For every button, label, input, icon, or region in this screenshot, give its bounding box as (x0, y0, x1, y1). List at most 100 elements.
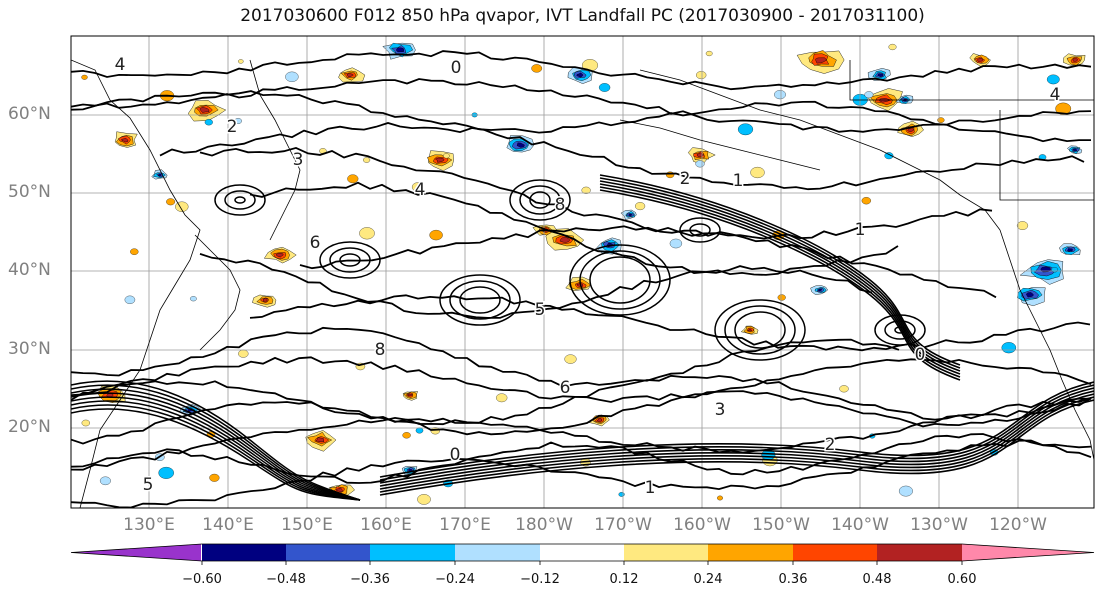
colorbar-tick-label: 0.24 (693, 572, 723, 587)
contour-loop (529, 191, 551, 209)
anomaly-speck (285, 71, 299, 82)
anomaly-speck (705, 50, 713, 57)
lon-label: 180°W (515, 515, 573, 535)
contour-labels: 0 1 2 3 4 5 6 8 0 1 2 4 6 8 3 1 0 2 5 4 (113, 54, 1062, 500)
contour-loop (224, 190, 256, 210)
contour-line (599, 183, 961, 375)
contour-label: 2 (680, 169, 691, 189)
coastline-kamchatka (249, 59, 301, 241)
contour-label: 0 (450, 445, 461, 465)
anomaly-patch (506, 135, 535, 153)
lon-label: 130°E (123, 515, 175, 535)
anomaly-speck (81, 419, 90, 427)
anomaly-speck (564, 354, 577, 364)
lat-label: 20°N (8, 417, 51, 437)
anomaly-speck (695, 160, 705, 168)
anomaly-speck (234, 118, 242, 124)
contour-loop (579, 250, 661, 310)
anomaly-patch (1063, 53, 1086, 66)
lat-label: 40°N (8, 260, 51, 280)
contour-line (71, 388, 361, 501)
colorbar-segment (624, 544, 708, 561)
contour-line (599, 186, 961, 378)
contour-loop (449, 280, 511, 320)
contour-line (71, 390, 1092, 445)
contour-loop (319, 241, 381, 279)
anomaly-patch (252, 294, 277, 308)
colorbar-segment (877, 544, 962, 561)
lon-label: 170°E (439, 515, 491, 535)
contour-loop (689, 223, 711, 237)
anomaly-speck (665, 171, 675, 179)
contour-line (71, 50, 1092, 91)
contour-loop (734, 311, 786, 349)
contour-line (159, 122, 1085, 191)
contour-label: 0 (915, 345, 926, 365)
contour-line (71, 384, 361, 501)
colorbar-tick-label: 0.48 (862, 572, 892, 587)
coastline-japan (194, 234, 241, 351)
map-background (71, 36, 1094, 508)
anomaly-speck (618, 492, 625, 497)
anomaly-speck (669, 238, 683, 249)
contour-label: 3 (293, 150, 304, 170)
anomaly-speck (363, 157, 371, 163)
contour-loop (329, 247, 371, 273)
anomaly-patch (1019, 259, 1064, 285)
contour-line (379, 384, 1094, 481)
coastline-asia (71, 59, 201, 508)
anomaly-speck (411, 182, 424, 192)
anomaly-speck (130, 248, 139, 255)
anomaly-speck (1051, 267, 1058, 273)
colorbar-tick-label: −0.48 (266, 572, 306, 587)
anomaly-patch (1067, 145, 1083, 155)
lon-label: 150°W (752, 515, 810, 535)
contour-loop (589, 256, 651, 304)
anomaly-speck (417, 494, 431, 505)
contour-line (71, 404, 361, 501)
contour-label: 3 (715, 400, 726, 420)
lat-label: 30°N (8, 339, 51, 359)
lon-label: 120°W (989, 515, 1047, 535)
anomaly-patch (567, 67, 593, 84)
anomaly-speck (861, 197, 871, 205)
anomaly-speck (415, 427, 424, 434)
anomaly-speck (531, 64, 543, 73)
contour-loop (724, 305, 796, 355)
contour-label: 1 (733, 171, 744, 191)
lon-label: 160°E (360, 515, 412, 535)
anomaly-patch (402, 391, 418, 401)
contour-label: 8 (555, 195, 566, 215)
contour-loop (509, 179, 571, 221)
contour-line (71, 90, 1091, 143)
contour-loop (714, 299, 806, 361)
anomaly-speck (774, 90, 786, 100)
contour-label: 2 (227, 117, 238, 137)
lon-label: 170°W (594, 515, 652, 535)
anomaly-speck (99, 476, 111, 486)
coastline-aleutians (619, 119, 821, 171)
contour-line (71, 392, 361, 501)
anomaly-speck (737, 123, 754, 136)
anomaly-speck (238, 349, 249, 358)
contour-line (249, 294, 1091, 352)
colorbar-tick-label: 0.12 (609, 572, 639, 587)
anomaly-speck (347, 174, 359, 184)
anomaly-patch (305, 430, 337, 452)
contour-line (299, 225, 997, 299)
figure-title: 2017030600 F012 850 hPa qvapor, IVT Land… (240, 6, 925, 26)
anomaly-patch (114, 131, 138, 148)
contour-loop (874, 314, 926, 346)
colorbar-tick-label: −0.36 (350, 572, 390, 587)
anomaly-speck (190, 296, 197, 302)
colorbar-segment (286, 544, 370, 561)
colorbar-tick-label: 0.36 (778, 572, 808, 587)
anomaly-speck (81, 74, 88, 80)
contour-label: 1 (855, 220, 866, 240)
anomaly-patch (263, 246, 297, 264)
contour-label: 6 (310, 233, 321, 253)
map-frame (70, 35, 1095, 509)
lon-label: 160°W (673, 515, 731, 535)
contour-label: 0 (451, 58, 462, 78)
anomaly-speck (888, 43, 897, 51)
